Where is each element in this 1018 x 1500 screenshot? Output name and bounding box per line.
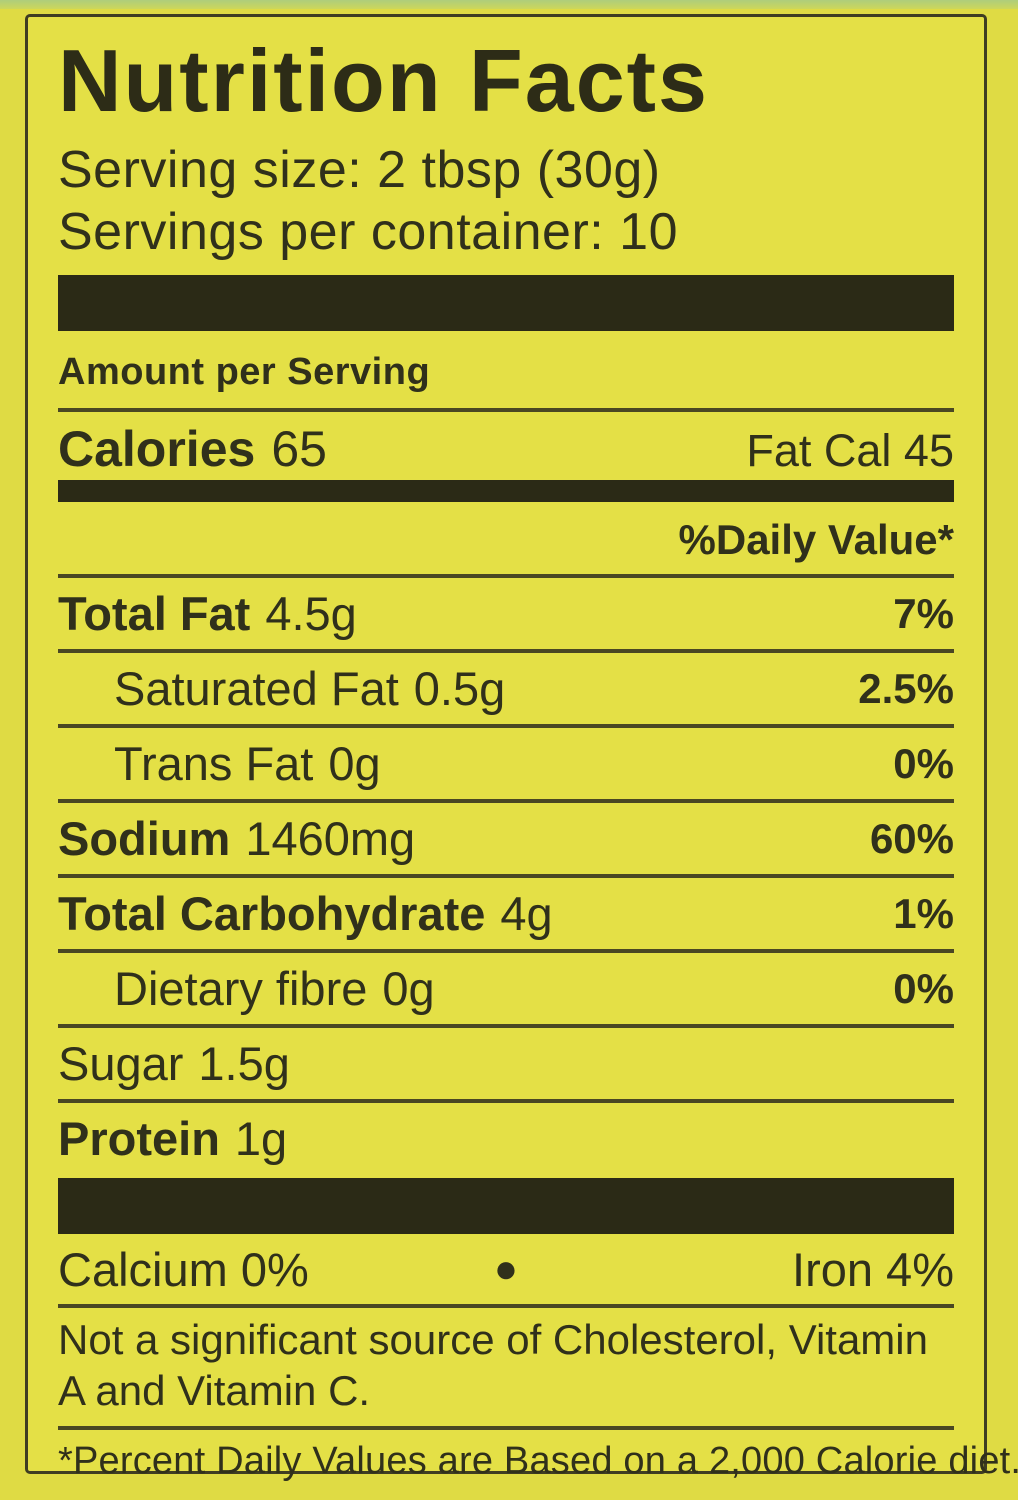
nutrient-amount: 4.5g — [265, 587, 357, 640]
nutrient-dv: 60% — [869, 814, 954, 862]
nutrient-row-total-carbohydrate: Total Carbohydrate 4g 1% — [58, 878, 954, 949]
nutrient-name: Sodium — [58, 812, 231, 865]
separator-medium — [58, 480, 954, 502]
separator-thick-top — [58, 275, 954, 331]
rule — [58, 724, 954, 728]
nutrient-amount: 1.5g — [198, 1037, 290, 1090]
amount-per-serving: Amount per Serving — [58, 351, 431, 393]
nutrient-name-amount: Trans Fat 0g — [114, 736, 381, 791]
nutrient-row-protein: Protein 1g — [58, 1103, 954, 1174]
fat-calories: Fat Cal 45 — [746, 425, 954, 476]
servings-per-container: Servings per container: 10 — [58, 203, 679, 261]
calories-label: Calories — [58, 421, 256, 477]
nutrient-dv: 2.5% — [858, 664, 954, 712]
nutrient-name: Total Fat — [58, 587, 251, 640]
nutrient-row-sodium: Sodium 1460mg 60% — [58, 803, 954, 874]
rule — [58, 1426, 954, 1430]
nutrient-amount: 0g — [328, 737, 381, 790]
nutrient-name: Trans Fat — [114, 737, 314, 790]
calories-row: Calories 65 Fat Cal 45 — [58, 412, 954, 480]
serving-size: Serving size: 2 tbsp (30g) — [58, 141, 661, 199]
calories-value: 65 — [271, 421, 327, 477]
iron-value: Iron 4% — [792, 1242, 954, 1296]
nutrient-dv: 0% — [893, 964, 954, 1012]
rule — [58, 574, 954, 578]
nutrient-name-amount: Saturated Fat 0.5g — [114, 661, 505, 716]
nutrient-row-total-fat: Total Fat 4.5g 7% — [58, 578, 954, 649]
nutrient-row-sugar: Sugar 1.5g — [58, 1028, 954, 1099]
calcium-value: Calcium 0% — [58, 1242, 309, 1296]
nutrient-name-amount: Protein 1g — [58, 1111, 287, 1166]
rule — [58, 649, 954, 653]
nutrient-dv: 7% — [893, 589, 954, 637]
nutrient-amount: 4g — [500, 887, 553, 940]
rule — [58, 799, 954, 803]
photo-top-edge — [0, 0, 1018, 9]
bullet-separator-icon: ● — [493, 1246, 519, 1291]
nutrient-amount: 0g — [382, 962, 435, 1015]
nutrient-amount: 1g — [234, 1112, 288, 1165]
daily-value-header: %Daily Value* — [678, 516, 954, 563]
separator-thick-bottom — [58, 1178, 954, 1234]
minerals-row: Calcium 0% ● Iron 4% — [58, 1234, 954, 1304]
rule — [58, 1024, 954, 1028]
nutrient-amount: 1460mg — [245, 812, 416, 865]
nutrient-name: Saturated Fat — [114, 662, 399, 715]
nutrient-name: Sugar — [58, 1037, 184, 1090]
nutrition-facts-label: Nutrition Facts Serving size: 2 tbsp (30… — [25, 14, 1018, 1482]
nutrient-name-amount: Dietary fibre 0g — [114, 961, 435, 1016]
nutrient-name: Protein — [58, 1112, 220, 1165]
rule — [58, 874, 954, 878]
not-significant-note: Not a significant source of Cholesterol,… — [58, 1316, 928, 1414]
nutrient-name-amount: Sodium 1460mg — [58, 811, 415, 866]
rule — [58, 408, 954, 412]
percent-daily-value-footnote: *Percent Daily Values are Based on a 2,0… — [58, 1440, 1018, 1482]
rule — [58, 949, 954, 953]
nutrient-name: Dietary fibre — [114, 962, 368, 1015]
nutrient-name-amount: Sugar 1.5g — [58, 1036, 290, 1091]
label-title: Nutrition Facts — [58, 31, 709, 130]
calories: Calories 65 — [58, 420, 327, 478]
nutrient-name-amount: Total Fat 4.5g — [58, 586, 357, 641]
nutrient-row-dietary-fibre: Dietary fibre 0g 0% — [58, 953, 954, 1024]
nutrient-row-saturated-fat: Saturated Fat 0.5g 2.5% — [58, 653, 954, 724]
nutrient-dv: 1% — [893, 889, 954, 937]
nutrient-name-amount: Total Carbohydrate 4g — [58, 886, 553, 941]
nutrient-name: Total Carbohydrate — [58, 887, 486, 940]
nutrient-row-trans-fat: Trans Fat 0g 0% — [58, 728, 954, 799]
nutrient-amount: 0.5g — [413, 662, 506, 715]
rule — [58, 1304, 954, 1308]
nutrient-dv: 0% — [893, 739, 954, 787]
rule — [58, 1099, 954, 1103]
